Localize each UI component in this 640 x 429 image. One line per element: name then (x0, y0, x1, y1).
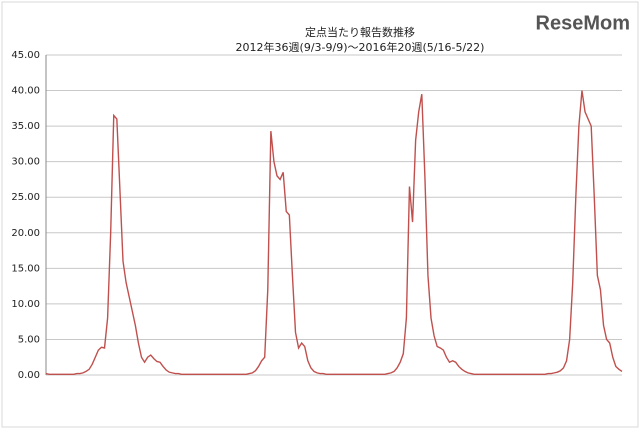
data-line (45, 90, 623, 375)
watermark: ReseMom (536, 12, 630, 34)
chart-title: 定点当たり報告数推移 (305, 25, 415, 39)
chart-subtitle: 2012年36週(9/3-9/9)～2016年20週(5/16-5/22) (236, 40, 485, 54)
y-tick-label: 25.00 (11, 192, 40, 203)
y-tick-label: 10.00 (11, 299, 40, 310)
y-tick-label: 40.00 (11, 86, 40, 97)
y-tick-label: 30.00 (11, 157, 40, 168)
y-tick-label: 15.00 (11, 263, 40, 274)
y-tick-label: 35.00 (11, 121, 40, 132)
y-tick-label: 0.00 (18, 370, 40, 381)
y-tick-label: 5.00 (18, 334, 40, 345)
y-tick-label: 45.00 (11, 50, 40, 61)
y-tick-label: 20.00 (11, 228, 40, 239)
